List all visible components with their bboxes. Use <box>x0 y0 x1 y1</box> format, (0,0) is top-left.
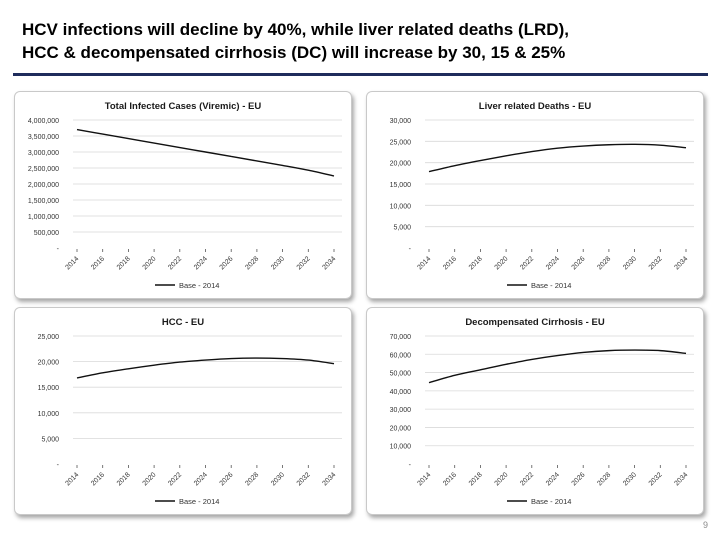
legend-label: Base - 2014 <box>179 497 219 506</box>
y-tick-label: 20,000 <box>390 161 412 168</box>
x-tick-label: 2032 <box>648 255 664 271</box>
x-tick-label: 2024 <box>193 255 209 271</box>
y-tick-label: 60,000 <box>390 352 412 359</box>
x-tick-label: 2034 <box>321 471 337 487</box>
x-tick-label: 2022 <box>519 255 535 271</box>
x-tick-label: 2022 <box>167 471 183 487</box>
x-tick-label: 2022 <box>519 471 535 487</box>
x-tick-label: 2020 <box>142 471 158 487</box>
x-tick-label: 2018 <box>116 255 132 271</box>
y-tick-label: - <box>57 462 60 469</box>
y-tick-label: 2,000,000 <box>28 182 59 189</box>
chart-title: Total Infected Cases (Viremic) - EU <box>105 101 262 112</box>
x-tick-label: 2016 <box>90 255 106 271</box>
x-tick-label: 2016 <box>442 471 458 487</box>
chart-title: HCC - EU <box>162 317 204 328</box>
x-tick-label: 2026 <box>219 255 235 271</box>
y-tick-label: 25,000 <box>38 334 60 341</box>
x-tick-label: 2024 <box>193 471 209 487</box>
x-tick-label: 2028 <box>244 255 260 271</box>
x-tick-label: 2032 <box>648 471 664 487</box>
y-tick-label: 2,500,000 <box>28 166 59 173</box>
y-tick-label: 30,000 <box>390 407 412 414</box>
chart-total-infected: Total Infected Cases (Viremic) - EU - 500,… <box>28 101 342 290</box>
y-tick-label: 500,000 <box>34 230 59 237</box>
y-tick-label: 20,000 <box>390 425 412 432</box>
chart-panel-total-infected: Total Infected Cases (Viremic) - EU - 500,… <box>14 91 352 299</box>
x-tick-label: 2016 <box>90 471 106 487</box>
y-tick-label: 10,000 <box>38 411 60 418</box>
x-tick-label: 2032 <box>296 471 312 487</box>
chart-panel-liver-deaths: Liver related Deaths - EU - 5,000 10,000 15,… <box>366 91 704 299</box>
chart-title: Decompensated Cirrhosis - EU <box>465 317 605 328</box>
y-tick-label: 5,000 <box>393 225 411 232</box>
x-tick-label: 2030 <box>270 255 286 271</box>
y-tick-label: 5,000 <box>41 436 59 443</box>
x-tick-label: 2020 <box>494 471 510 487</box>
x-tick-label: 2018 <box>116 471 132 487</box>
x-tick-label: 2028 <box>596 471 612 487</box>
y-tick-label: - <box>57 246 60 253</box>
y-tick-label: 3,500,000 <box>28 134 59 141</box>
y-tick-label: 1,500,000 <box>28 198 59 205</box>
chart-hcc: HCC - EU - 5,000 10,000 15,000 20,000 25,000 20… <box>38 317 342 506</box>
x-tick-label: 2018 <box>468 471 484 487</box>
title-divider <box>13 73 708 76</box>
y-tick-label: 70,000 <box>390 334 412 341</box>
y-tick-label: 25,000 <box>390 139 412 146</box>
y-tick-label: 4,000,000 <box>28 118 59 125</box>
x-tick-label: 2014 <box>416 471 432 487</box>
x-tick-label: 2028 <box>244 471 260 487</box>
x-tick-label: 2014 <box>416 255 432 271</box>
y-tick-label: 15,000 <box>390 182 412 189</box>
slide-title-line-1: HCV infections will decline by 40%, whil… <box>22 20 569 39</box>
chart-panel-decompensated-cirrhosis: Decompensated Cirrhosis - EU - 10,000 20,00… <box>366 307 704 515</box>
x-tick-label: 2030 <box>270 471 286 487</box>
chart-liver-deaths: Liver related Deaths - EU - 5,000 10,000 15,… <box>390 101 694 290</box>
x-tick-label: 2030 <box>622 471 638 487</box>
x-tick-label: 2022 <box>167 255 183 271</box>
x-tick-label: 2034 <box>673 471 689 487</box>
y-tick-label: 15,000 <box>38 385 60 392</box>
y-tick-label: 30,000 <box>390 118 412 125</box>
y-tick-label: 20,000 <box>38 360 60 367</box>
x-tick-label: 2034 <box>673 255 689 271</box>
y-tick-label: 3,000,000 <box>28 150 59 157</box>
y-tick-label: - <box>409 246 412 253</box>
page-number: 9 <box>702 520 708 530</box>
legend-label: Base - 2014 <box>531 497 571 506</box>
chart-panel-hcc: HCC - EU - 5,000 10,000 15,000 20,000 25,000 20… <box>14 307 352 515</box>
chart-decompensated-cirrhosis: Decompensated Cirrhosis - EU - 10,000 20,00… <box>390 317 694 506</box>
y-tick-label: 50,000 <box>390 371 412 378</box>
x-tick-label: 2026 <box>571 255 587 271</box>
slide-title: HCV infections will decline by 40%, whil… <box>22 18 712 64</box>
y-tick-label: 40,000 <box>390 389 412 396</box>
series-line <box>428 349 687 384</box>
x-tick-label: 2024 <box>545 471 561 487</box>
x-tick-label: 2016 <box>442 255 458 271</box>
x-tick-label: 2014 <box>64 255 80 271</box>
y-tick-label: 10,000 <box>390 203 412 210</box>
y-tick-label: 1,000,000 <box>28 214 59 221</box>
x-tick-label: 2014 <box>64 471 80 487</box>
x-tick-label: 2026 <box>571 471 587 487</box>
x-tick-label: 2028 <box>596 255 612 271</box>
y-tick-label: 10,000 <box>390 444 412 451</box>
series-line <box>428 143 687 173</box>
x-tick-label: 2034 <box>321 255 337 271</box>
x-tick-label: 2030 <box>622 255 638 271</box>
x-tick-label: 2032 <box>296 255 312 271</box>
x-tick-label: 2020 <box>142 255 158 271</box>
series-line <box>76 128 335 177</box>
legend-label: Base - 2014 <box>179 281 219 290</box>
x-tick-label: 2020 <box>494 255 510 271</box>
x-tick-label: 2018 <box>468 255 484 271</box>
x-tick-label: 2026 <box>219 471 235 487</box>
x-tick-label: 2024 <box>545 255 561 271</box>
legend-label: Base - 2014 <box>531 281 571 290</box>
slide-title-line-2: HCC & decompensated cirrhosis (DC) will … <box>22 43 566 62</box>
series-line <box>76 357 335 379</box>
chart-title: Liver related Deaths - EU <box>479 101 592 112</box>
y-tick-label: - <box>409 462 412 469</box>
